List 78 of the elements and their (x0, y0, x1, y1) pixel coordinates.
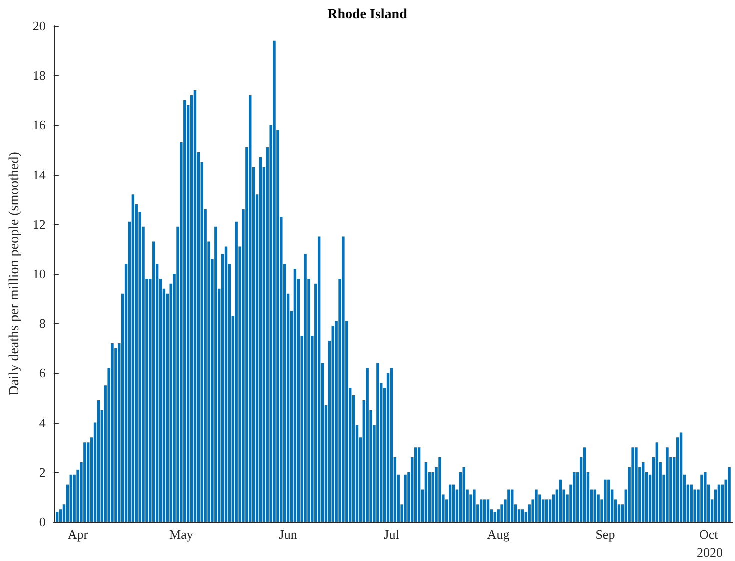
bar (728, 467, 731, 522)
bar (342, 236, 345, 522)
bar (249, 95, 252, 522)
bar (718, 484, 721, 522)
bar (521, 510, 524, 522)
bar (511, 490, 514, 522)
bar (390, 368, 394, 522)
bar (132, 194, 135, 522)
bar (438, 458, 442, 522)
y-axis-title: Daily deaths per million people (smoothed) (8, 152, 22, 396)
bar (111, 343, 114, 522)
y-tick-label: 6 (39, 366, 46, 381)
y-tick-label: 0 (39, 514, 46, 530)
bar (56, 512, 59, 522)
bar (224, 246, 228, 522)
x-tick-label: Apr (68, 527, 89, 542)
y-tick-label: 18 (32, 68, 46, 84)
bar (304, 254, 307, 522)
bar (84, 442, 86, 522)
bar (235, 222, 238, 522)
bar (559, 480, 562, 522)
y-tick-label: 14 (32, 167, 46, 182)
bar (473, 490, 476, 522)
text: 2020 (697, 545, 723, 560)
bar (656, 442, 659, 522)
y-tick-label: 8 (39, 316, 46, 332)
bar (184, 100, 186, 522)
bar (376, 363, 380, 522)
chart-title: Rhode Island (328, 8, 408, 22)
x-tick-label: Jul (384, 527, 400, 542)
bar (194, 90, 197, 522)
bar (635, 448, 638, 522)
bar (404, 474, 407, 522)
x-tick-label: Jun (279, 527, 298, 542)
bar (535, 490, 538, 522)
bar (152, 242, 156, 522)
bar (480, 500, 483, 522)
bar (680, 432, 683, 522)
bar (366, 368, 369, 522)
y-tick-label: 10 (32, 266, 46, 282)
bar (294, 269, 297, 522)
bar (546, 500, 548, 522)
y-tick-label: 20 (32, 18, 46, 34)
bar (424, 462, 428, 522)
y-tick-label: 2 (39, 464, 46, 480)
bar (97, 400, 100, 522)
bar (414, 448, 418, 522)
x-tick-label: Oct (699, 527, 719, 542)
bar (259, 157, 262, 522)
bar (583, 448, 586, 522)
y-tick-label: 4 (39, 415, 46, 430)
bar (704, 472, 707, 522)
bar (273, 40, 276, 522)
bar (214, 226, 218, 522)
x-tick-label: May (170, 527, 194, 542)
bar (486, 500, 490, 522)
bar (494, 512, 496, 522)
bar (573, 472, 576, 522)
bar (462, 467, 466, 522)
bar (70, 474, 72, 522)
bar (418, 448, 421, 522)
bar (318, 236, 321, 522)
y-tick-label: 12 (32, 216, 46, 232)
bar (508, 490, 510, 522)
bar (594, 490, 596, 522)
bar (700, 474, 704, 522)
bar (604, 480, 607, 522)
bar (642, 462, 645, 522)
bar (608, 480, 610, 522)
bar (690, 484, 693, 522)
y-tick-label: 16 (32, 118, 46, 133)
bar (483, 500, 486, 522)
x-tick-label: Sep (596, 527, 616, 542)
x-tick-label: Aug (487, 527, 510, 542)
bar (666, 448, 669, 522)
bar (448, 484, 452, 522)
bar (632, 448, 634, 522)
bar (452, 484, 456, 522)
